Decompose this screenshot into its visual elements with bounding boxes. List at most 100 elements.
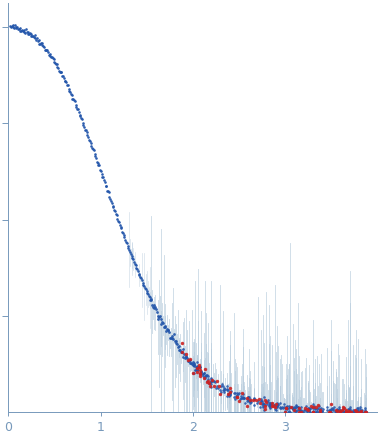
Point [302,406,309,413]
Point [200,373,206,380]
Point [306,407,312,414]
Point [328,406,334,413]
Point [13,25,19,32]
Point [198,368,204,375]
Point [317,409,323,416]
Point [156,314,162,321]
Point [197,366,203,373]
Point [234,392,240,399]
Point [217,387,223,394]
Point [171,330,177,337]
Point [339,408,345,415]
Point [56,67,62,74]
Point [320,406,326,413]
Point [119,229,125,236]
Point [280,405,287,412]
Point [136,271,142,278]
Point [339,407,345,414]
Point [179,348,185,355]
Point [315,405,321,412]
Point [194,363,200,370]
Point [90,146,96,153]
Point [335,408,341,415]
Point [334,407,340,414]
Point [362,409,368,416]
Point [183,354,189,361]
Point [352,406,358,413]
Point [361,409,367,416]
Point [175,343,181,350]
Point [316,409,322,416]
Point [19,27,25,34]
Point [191,361,197,368]
Point [77,112,83,119]
Point [207,378,214,385]
Point [247,397,253,404]
Point [196,371,203,378]
Point [42,46,48,53]
Point [120,229,126,236]
Point [315,401,321,408]
Point [348,407,354,414]
Point [337,409,344,416]
Point [222,386,228,393]
Point [337,407,343,414]
Point [10,24,16,31]
Point [327,406,333,413]
Point [274,400,280,407]
Point [138,275,144,282]
Point [246,394,252,401]
Point [296,405,302,412]
Point [118,225,124,232]
Point [200,371,206,378]
Point [353,408,359,415]
Point [304,408,310,415]
Point [329,405,335,412]
Point [256,396,262,403]
Point [111,204,117,211]
Point [179,349,185,356]
Point [186,358,192,365]
Point [276,400,282,407]
Point [7,23,13,30]
Point [68,90,74,97]
Point [189,360,195,367]
Point [234,394,240,401]
Point [173,338,179,345]
Point [290,404,296,411]
Point [257,399,263,406]
Point [97,166,103,173]
Point [193,364,199,371]
Point [50,54,56,61]
Point [191,361,197,368]
Point [148,296,154,303]
Point [140,281,146,288]
Point [362,405,368,412]
Point [286,405,292,412]
Point [21,28,27,35]
Point [122,237,128,244]
Point [282,409,288,416]
Point [61,75,67,82]
Point [31,34,37,41]
Point [293,403,299,410]
Point [304,405,310,412]
Point [137,273,143,280]
Point [117,222,123,229]
Point [181,350,187,357]
Point [188,359,194,366]
Point [202,375,208,382]
Point [283,404,290,411]
Point [347,403,353,410]
Point [193,366,200,373]
Point [336,403,342,410]
Point [225,387,231,394]
Point [150,301,157,308]
Point [241,394,247,401]
Point [252,395,258,402]
Point [101,177,107,184]
Point [262,396,268,403]
Point [187,357,193,364]
Point [203,372,209,379]
Point [208,383,214,390]
